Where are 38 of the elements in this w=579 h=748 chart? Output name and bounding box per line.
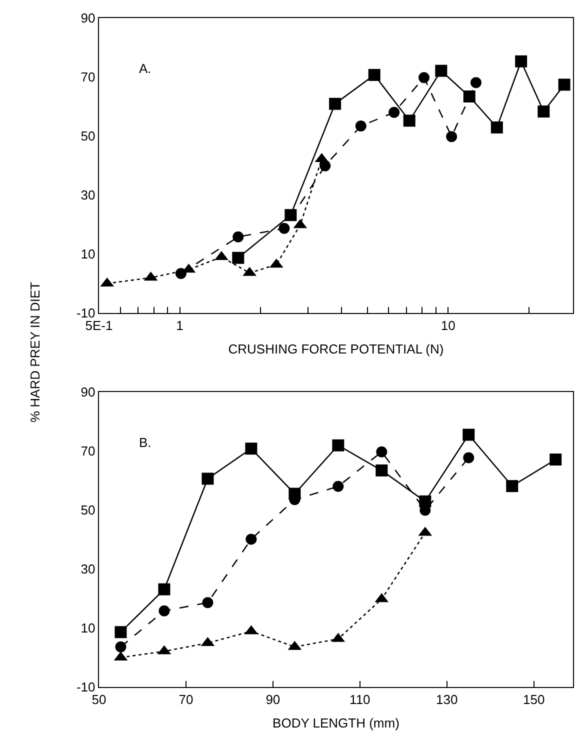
point: [114, 626, 127, 638]
point: [202, 597, 214, 608]
point: [115, 641, 126, 652]
point: [158, 583, 170, 596]
x-tick-label: 110: [350, 692, 370, 707]
x-tick-label: 70: [178, 692, 194, 707]
point: [462, 428, 475, 441]
y-tick-label: 30: [80, 188, 96, 203]
y-tick-label: 30: [80, 562, 96, 577]
x-axis-title: CRUSHING FORCE POTENTIAL (N): [228, 341, 444, 356]
annotation: B.: [139, 435, 152, 450]
y-tick-label: 90: [80, 10, 96, 26]
y-axis-title: % HARD PREY IN DIET: [28, 282, 43, 423]
point: [376, 464, 388, 476]
x-tick-label: 150: [523, 692, 545, 707]
y-tick-label: 50: [80, 128, 96, 144]
x-tick-label: 90: [266, 692, 280, 707]
point: [550, 454, 562, 466]
y-tick-label: 10: [80, 620, 96, 636]
point: [332, 480, 344, 492]
point: [158, 605, 170, 616]
point: [202, 472, 214, 485]
y-tick-label: 70: [80, 444, 96, 459]
x-tick-label: 130: [436, 692, 458, 707]
y-tick-label: 50: [80, 502, 96, 518]
point: [463, 452, 474, 464]
y-tick-label: 70: [80, 70, 96, 85]
point: [376, 446, 388, 458]
x-tick-label: 10: [440, 318, 456, 333]
x-tick-label: 1: [176, 318, 184, 333]
point: [246, 534, 257, 545]
x-axis-title: BODY LENGTH (mm): [272, 715, 400, 730]
point: [245, 442, 258, 455]
y-tick-label: 90: [80, 384, 96, 400]
point: [506, 480, 518, 492]
annotation: A.: [139, 61, 152, 76]
y-tick-label: 10: [80, 246, 96, 262]
point: [332, 439, 344, 452]
